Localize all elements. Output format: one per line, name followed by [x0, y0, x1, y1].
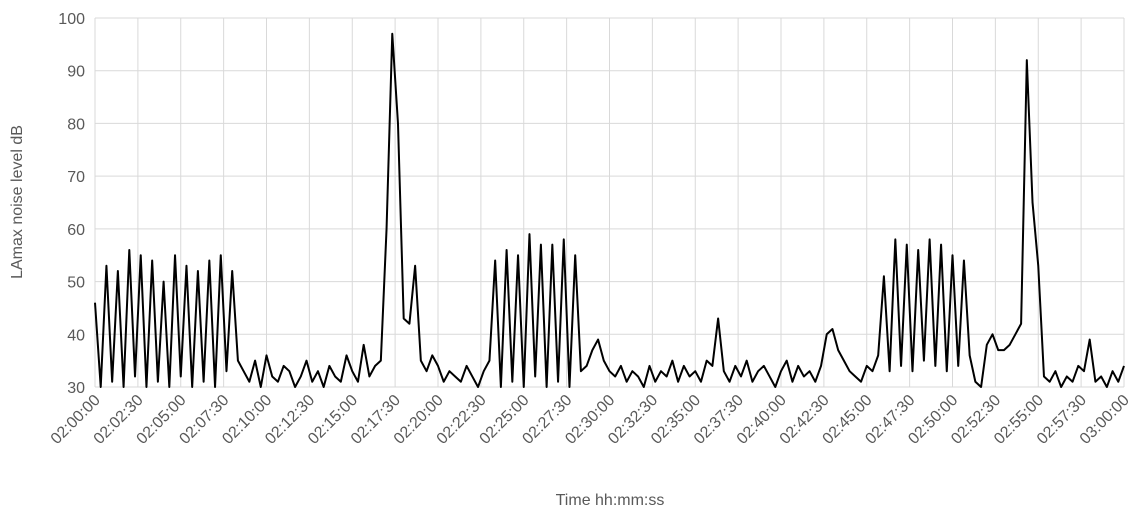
- y-tick-label: 40: [67, 327, 85, 344]
- y-tick-label: 30: [67, 380, 85, 397]
- data-line: [94, 32, 1125, 388]
- y-tick-label: 70: [67, 169, 85, 186]
- y-tick-label: 100: [58, 11, 85, 28]
- y-tick-label: 50: [67, 275, 85, 292]
- x-axis-title: Time hh:mm:ss: [556, 492, 665, 509]
- y-axis-title: LAmax noise level dB: [9, 125, 26, 279]
- y-tick-label: 80: [67, 116, 85, 133]
- y-tick-label: 60: [67, 222, 85, 239]
- y-tick-label: 90: [67, 64, 85, 81]
